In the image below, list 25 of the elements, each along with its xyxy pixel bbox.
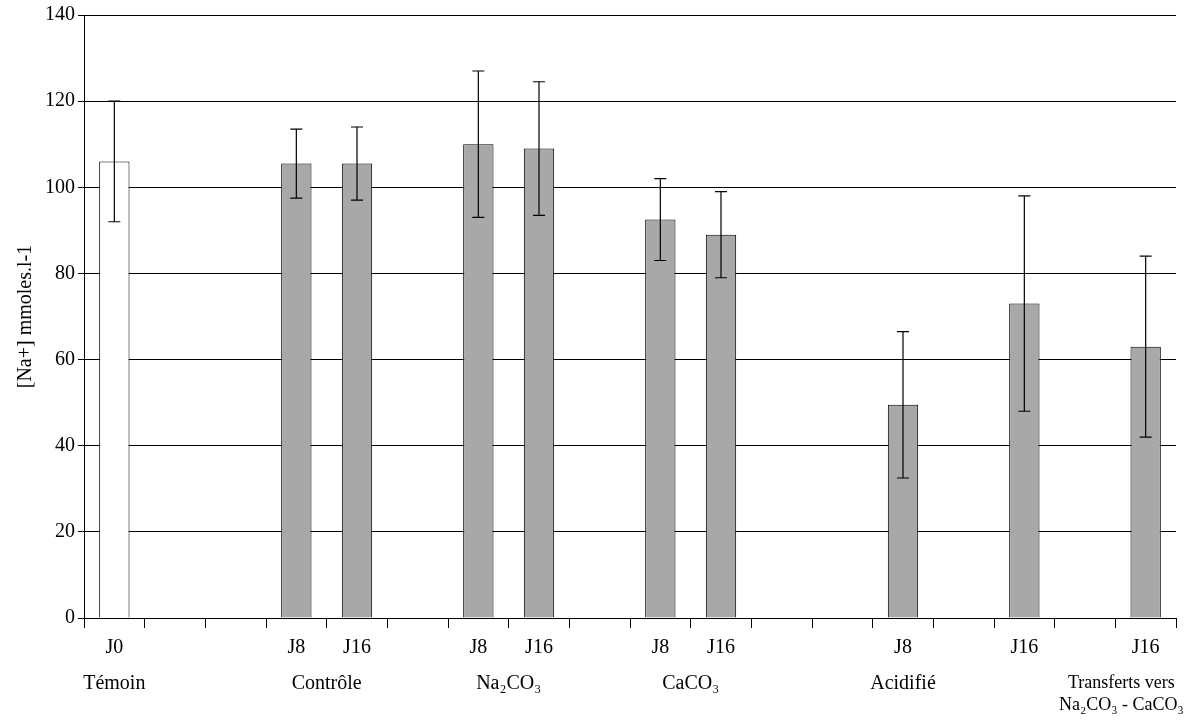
x-tick-label: J8 <box>287 635 306 658</box>
x-tick-label: J16 <box>343 635 371 658</box>
text: CaCO₃ <box>662 671 720 694</box>
text: Na₂CO₃ <box>476 671 542 694</box>
y-tick-label: 60 <box>55 346 75 369</box>
text: Acidifié <box>870 671 936 694</box>
y-tick-label: 40 <box>55 432 75 455</box>
x-tick-label: J8 <box>894 635 912 658</box>
x-tick-label: J16 <box>1010 635 1039 658</box>
text: Contrôle <box>291 671 362 694</box>
x-tick-label: J8 <box>651 635 670 658</box>
y-tick-label: 120 <box>45 88 75 111</box>
y-tick-label: 20 <box>55 519 75 542</box>
x-tick-label: J8 <box>469 635 488 658</box>
y-tick-label: 100 <box>45 174 75 197</box>
text: Transferts vers Na₂CO₃ - CaCO₃ <box>1058 671 1184 714</box>
y-tick-label: 80 <box>55 260 75 283</box>
text: Témoin <box>83 671 146 694</box>
x-tick-label: J16 <box>1131 635 1160 658</box>
y-tick-label: 0 <box>65 605 75 628</box>
y-tick-label: 140 <box>45 2 75 25</box>
x-tick-label: J16 <box>707 635 735 658</box>
y-axis-title: [Na+] mmoles.l-1 <box>13 244 36 389</box>
x-tick-label: J0 <box>105 635 124 658</box>
x-tick-label: J16 <box>525 635 553 658</box>
